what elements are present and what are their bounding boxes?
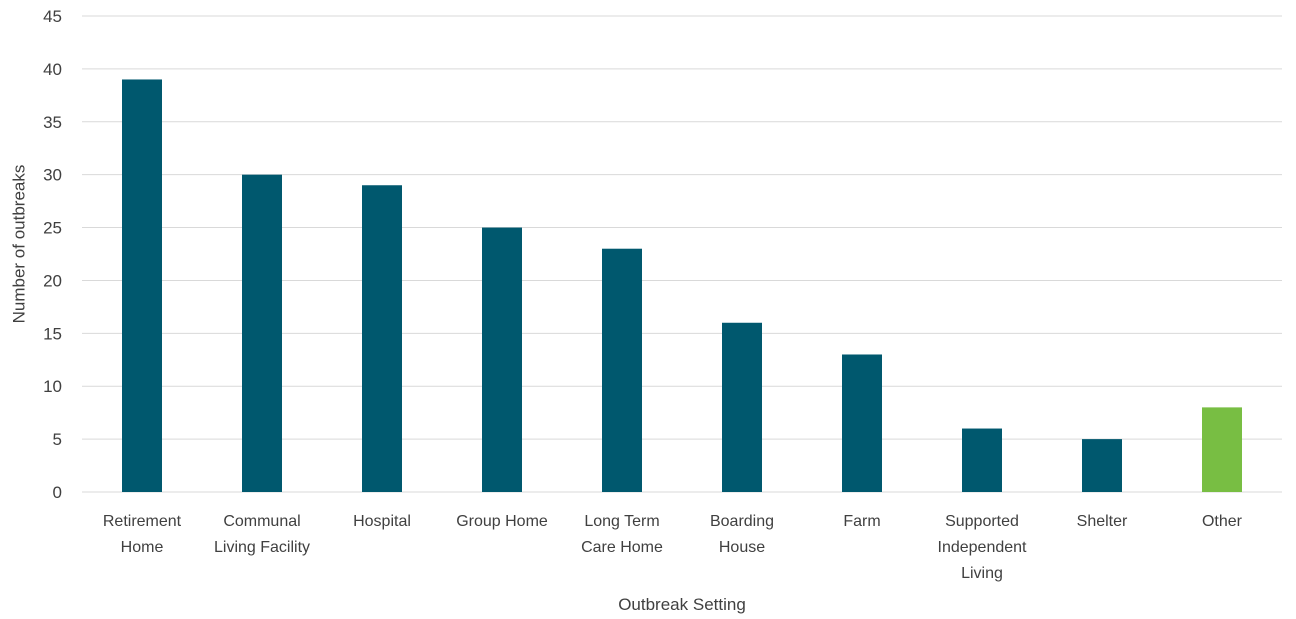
- x-category-label-line: Living Facility: [214, 539, 310, 556]
- bar-long-term-care-home: [602, 248, 642, 492]
- y-tick-label: 10: [43, 377, 62, 396]
- bar-hospital: [362, 185, 402, 492]
- x-category-label: Retirement Home: [103, 513, 182, 556]
- x-category-label: Supported Independent Living: [938, 513, 1028, 582]
- y-tick-label: 40: [43, 60, 62, 79]
- bars: [122, 79, 1242, 493]
- bar-communal-living-facility: [242, 174, 282, 492]
- x-category-label: Farm: [843, 513, 880, 530]
- y-tick-label: 5: [53, 430, 62, 449]
- x-category-label-line: Group Home: [456, 513, 548, 530]
- x-category-label-line: Independent: [938, 539, 1028, 556]
- bar-supported-independent-living: [962, 428, 1002, 492]
- x-axis-category-labels: Retirement Home Communal Living Facility Hos…: [103, 513, 1243, 582]
- x-category-label-line: Farm: [843, 513, 880, 530]
- x-category-label-line: Supported: [945, 513, 1019, 530]
- y-axis-ticks: 0 5 10 15 20 25 30 35 40 45: [43, 7, 62, 502]
- bar-shelter: [1082, 439, 1122, 492]
- x-category-label: Shelter: [1077, 513, 1128, 530]
- x-category-label-line: Boarding: [710, 513, 774, 530]
- x-category-label-line: Shelter: [1077, 513, 1128, 530]
- y-tick-label: 20: [43, 271, 62, 290]
- x-axis-title: Outbreak Setting: [618, 595, 746, 614]
- x-category-label-line: Hospital: [353, 513, 411, 530]
- x-category-label-line: Living: [961, 565, 1003, 582]
- x-category-label-line: Retirement: [103, 513, 182, 530]
- x-category-label: Hospital: [353, 513, 411, 530]
- bar-other: [1202, 407, 1242, 492]
- x-category-label-line: Long Term: [584, 513, 659, 530]
- y-axis-title: Number of outbreaks: [9, 165, 28, 324]
- x-category-label: Boarding House: [710, 513, 774, 556]
- x-category-label-line: Other: [1202, 513, 1243, 530]
- x-category-label-line: Home: [121, 539, 164, 556]
- y-tick-label: 0: [53, 483, 62, 502]
- x-category-label: Other: [1202, 513, 1243, 530]
- y-tick-label: 45: [43, 7, 62, 26]
- bar-farm: [842, 354, 882, 492]
- x-category-label: Communal Living Facility: [214, 513, 310, 556]
- x-category-label-line: Care Home: [581, 539, 663, 556]
- x-category-label-line: Communal: [223, 513, 300, 530]
- x-category-label: Long Term Care Home: [581, 513, 663, 556]
- y-tick-label: 35: [43, 113, 62, 132]
- bar-retirement-home: [122, 79, 162, 492]
- y-tick-label: 30: [43, 166, 62, 185]
- bar-boarding-house: [722, 322, 762, 492]
- bar-group-home: [482, 227, 522, 493]
- x-category-label-line: House: [719, 539, 765, 556]
- y-tick-label: 25: [43, 219, 62, 238]
- y-tick-label: 15: [43, 324, 62, 343]
- x-category-label: Group Home: [456, 513, 548, 530]
